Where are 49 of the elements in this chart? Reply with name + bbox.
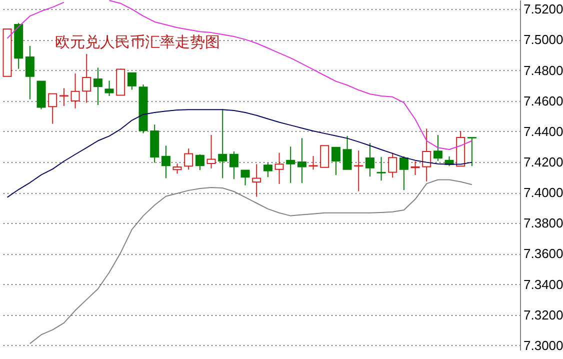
candlestick xyxy=(342,135,352,170)
y-tick-label: 7.4200 xyxy=(524,154,563,170)
candlestick xyxy=(48,93,58,124)
y-tick-label: 7.4400 xyxy=(524,124,563,139)
candlestick xyxy=(410,160,420,176)
candlestick xyxy=(70,73,80,109)
line-series xyxy=(29,179,472,344)
candlestick xyxy=(376,156,386,181)
candlestick xyxy=(172,163,182,174)
y-tick-label: 7.3600 xyxy=(524,246,563,262)
y-tick-label: 7.3000 xyxy=(524,338,563,353)
candlestick xyxy=(331,146,340,176)
y-tick-label: 7.5200 xyxy=(524,2,563,17)
candlestick xyxy=(252,164,262,198)
candlestick xyxy=(467,137,476,167)
candlestick xyxy=(240,170,250,186)
line-series xyxy=(6,109,472,198)
candlestick xyxy=(218,108,228,179)
candlestick xyxy=(25,45,34,100)
candlestick xyxy=(229,150,238,180)
candlestick xyxy=(104,80,114,96)
candlestick xyxy=(184,148,194,170)
candlestick xyxy=(388,152,398,178)
y-tick-label: 7.4000 xyxy=(524,185,563,200)
candlestick xyxy=(433,134,442,162)
y-tick-label: 7.3800 xyxy=(524,216,563,231)
candlestick xyxy=(82,53,92,104)
y-tick-label: 7.4600 xyxy=(524,93,563,108)
candlestick xyxy=(127,72,136,90)
text: 欧元兑人民币汇率走势图 xyxy=(55,34,220,51)
candlestick xyxy=(354,150,364,192)
candlestick xyxy=(93,67,102,106)
y-tick-label: 7.3400 xyxy=(524,276,563,292)
candlestick xyxy=(206,134,216,169)
y-tick-label: 7.4800 xyxy=(524,62,563,78)
candlestick xyxy=(297,138,306,184)
y-tick-label: 7.5000 xyxy=(524,32,563,48)
candlestick xyxy=(263,162,272,178)
candlestick xyxy=(59,88,68,106)
candlestick xyxy=(365,142,374,178)
y-tick-label: 7.3200 xyxy=(524,307,563,322)
candlestick xyxy=(422,128,432,182)
candlestick xyxy=(399,156,408,191)
candlestick xyxy=(161,145,170,179)
candlestick xyxy=(195,154,204,171)
candlestick xyxy=(320,145,330,168)
candlestick xyxy=(286,146,296,184)
candlestick xyxy=(308,156,318,170)
candlestick xyxy=(274,152,284,185)
